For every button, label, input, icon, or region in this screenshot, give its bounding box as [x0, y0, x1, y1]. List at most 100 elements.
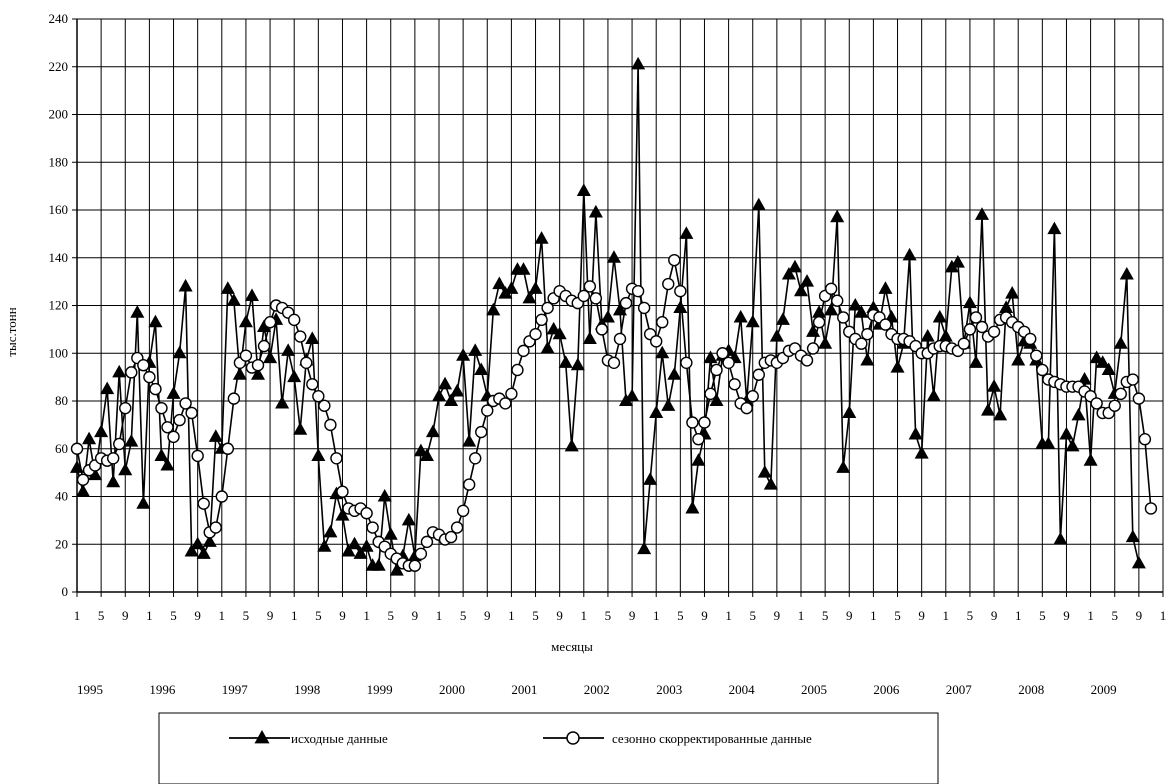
data-point: [420, 535, 434, 549]
data-point: [763, 477, 778, 490]
x-tick-label: 1: [653, 608, 660, 623]
data-point: [637, 541, 652, 555]
data-point: [112, 364, 127, 378]
data-point: [166, 386, 181, 399]
data-point: [709, 393, 724, 407]
data-point: [938, 329, 953, 342]
data-point: [504, 281, 519, 294]
data-point: [1132, 392, 1146, 405]
data-point: [1114, 387, 1127, 401]
data-point: [347, 536, 362, 550]
data-point: [812, 305, 827, 318]
data-point: [855, 337, 868, 350]
data-point: [100, 381, 115, 395]
data-point: [746, 390, 759, 403]
data-point: [812, 316, 826, 329]
data-point: [577, 289, 590, 303]
year-label: 1996: [149, 682, 176, 697]
data-point: [160, 457, 175, 471]
data-point: [769, 329, 784, 342]
year-label: 1998: [294, 682, 320, 697]
y-tick-labels: 0 20 40 60 80 100 120 140 160 180 200 220 240: [49, 11, 69, 599]
data-point: [818, 336, 833, 349]
data-point: [661, 398, 676, 411]
x-tick-label: 5: [243, 608, 250, 623]
data-point: [836, 460, 851, 473]
data-point: [263, 316, 277, 329]
year-label: 2007: [946, 682, 973, 697]
year-label: 1995: [77, 682, 103, 697]
data-point: [1083, 453, 1098, 466]
data-point: [220, 281, 235, 294]
data-point: [208, 429, 223, 442]
data-point: [674, 284, 687, 298]
data-point: [456, 504, 470, 518]
data-point: [462, 478, 476, 491]
x-tick-label: 9: [267, 608, 274, 623]
data-point: [324, 418, 337, 432]
data-point: [745, 314, 760, 328]
x-tick-label: 1: [798, 608, 805, 623]
data-point: [1065, 438, 1080, 452]
data-point: [963, 323, 977, 336]
y-tick-label: 100: [49, 345, 69, 360]
year-label: 2000: [439, 682, 465, 697]
data-point: [1059, 426, 1074, 440]
data-point: [606, 250, 621, 263]
x-tick-label: 5: [1039, 608, 1046, 623]
x-tick-label: 5: [1111, 608, 1118, 623]
data-point: [595, 323, 609, 336]
data-point: [649, 405, 664, 418]
data-point: [462, 434, 477, 447]
data-point: [1090, 397, 1103, 410]
data-point: [999, 300, 1014, 313]
data-point: [215, 490, 229, 503]
legend-marker-raw: [254, 729, 270, 744]
data-point: [450, 383, 465, 397]
x-tick-label: 5: [460, 608, 467, 623]
data-point: [366, 521, 379, 534]
x-tick-label: 5: [967, 608, 974, 623]
data-point: [522, 290, 537, 304]
data-point: [118, 462, 133, 476]
x-tick-label: 5: [387, 608, 394, 623]
data-point: [1005, 286, 1020, 299]
data-point: [650, 335, 663, 348]
data-point: [486, 302, 501, 316]
data-point: [1095, 355, 1110, 368]
data-point: [336, 485, 349, 498]
data-point: [154, 448, 169, 461]
x-tick-label: 1: [436, 608, 443, 623]
data-point: [1071, 407, 1086, 421]
data-point: [517, 344, 530, 358]
data-point: [401, 512, 416, 526]
x-tick-label: 9: [991, 608, 998, 623]
x-tick-labels: 1 5 9 1 5 9 1 5 9 1 5 9 1 5 9 1 5 9 1 5 9 1 5 9 1 5 9 1 5 9 1 5 9 1 5 9 1 5 9 1…: [74, 608, 1167, 623]
x-tick-label: 5: [894, 608, 901, 623]
data-point: [1011, 352, 1026, 366]
x-tick-label: 5: [822, 608, 829, 623]
data-point: [226, 293, 241, 306]
x-axis-label: месяцы: [551, 639, 593, 654]
data-point: [950, 255, 965, 268]
x-tick-label: 5: [532, 608, 539, 623]
x-tick-label: 1: [508, 608, 515, 623]
data-point: [691, 453, 706, 466]
year-label: 2004: [729, 682, 756, 697]
data-point: [878, 281, 893, 294]
data-point: [492, 276, 507, 290]
x-tick-label: 9: [556, 608, 563, 623]
y-tick-label: 200: [49, 107, 69, 122]
x-tick-label: 1: [870, 608, 877, 623]
x-tick-label: 1: [581, 608, 588, 623]
data-point: [288, 313, 301, 327]
data-point: [438, 376, 453, 390]
x-tick-label: 9: [1063, 608, 1070, 623]
data-point: [920, 329, 935, 342]
x-tick-label: 9: [122, 608, 129, 623]
x-tick-label: 1: [1160, 608, 1167, 623]
data-point: [190, 536, 205, 550]
year-label: 2006: [873, 682, 900, 697]
data-point: [353, 546, 368, 559]
data-point: [703, 350, 718, 364]
